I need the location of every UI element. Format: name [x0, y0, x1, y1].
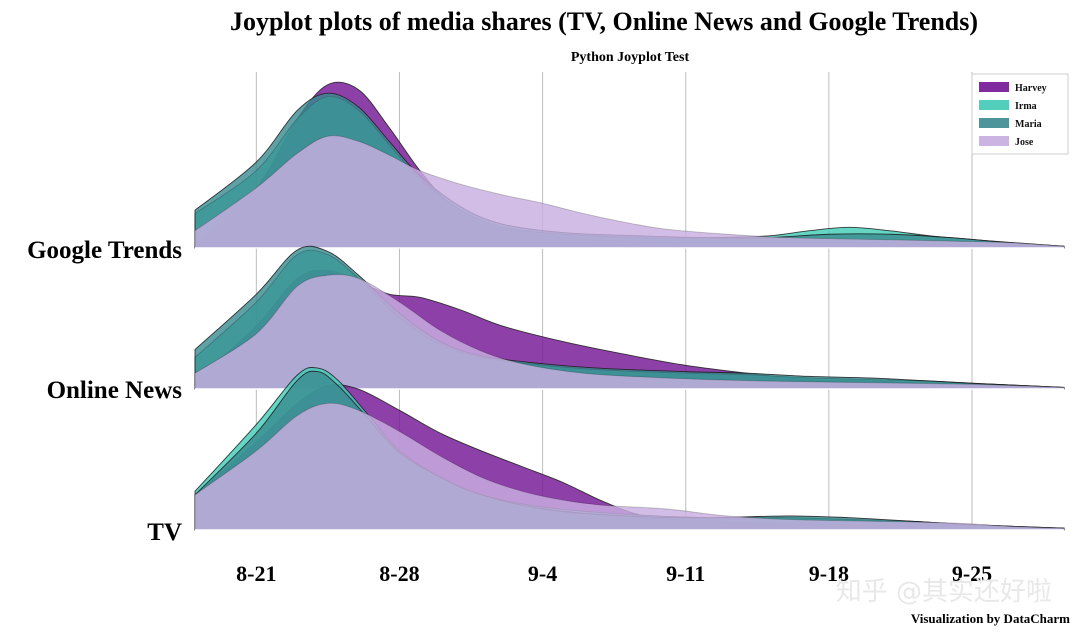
ridge-row-google-trends [194, 81, 1065, 249]
legend-swatch-maria [979, 118, 1009, 128]
density-jose [194, 135, 1065, 249]
credit-text: Visualization by DataCharm [911, 611, 1070, 626]
ridge-row-tv [194, 366, 1065, 531]
row-label-tv: TV [147, 519, 182, 546]
legend: Harvey Irma Maria Jose [971, 73, 1069, 155]
x-tick-label: 9-18 [809, 561, 849, 586]
watermark-text: 知乎 @其实还好啦 [836, 577, 1052, 607]
row-label-google-trends: Google Trends [27, 237, 182, 264]
x-tick-label: 9-11 [666, 561, 705, 586]
row-label-online-news: Online News [47, 377, 183, 404]
legend-swatch-jose [979, 136, 1009, 146]
legend-swatch-harvey [979, 82, 1009, 92]
legend-swatch-irma [979, 100, 1009, 110]
x-axis: 8-21 8-28 9-4 9-11 9-18 9-25 [236, 561, 992, 586]
legend-label-harvey: Harvey [1015, 83, 1047, 94]
ridge-row-online-news [194, 245, 1065, 390]
x-tick-label: 9-4 [528, 561, 557, 586]
chart-subtitle: Python Joyplot Test [571, 50, 690, 65]
legend-label-maria: Maria [1015, 119, 1042, 130]
ridge-area [194, 81, 1065, 531]
chart-title: Joyplot plots of media shares (TV, Onlin… [230, 7, 978, 36]
x-tick-label: 8-21 [236, 561, 276, 586]
x-tick-label: 8-28 [379, 561, 419, 586]
legend-label-jose: Jose [1015, 137, 1034, 148]
legend-label-irma: Irma [1015, 101, 1037, 112]
density-jose [194, 402, 1065, 531]
x-tick-label: 9-25 [952, 561, 992, 586]
density-jose [194, 274, 1065, 390]
